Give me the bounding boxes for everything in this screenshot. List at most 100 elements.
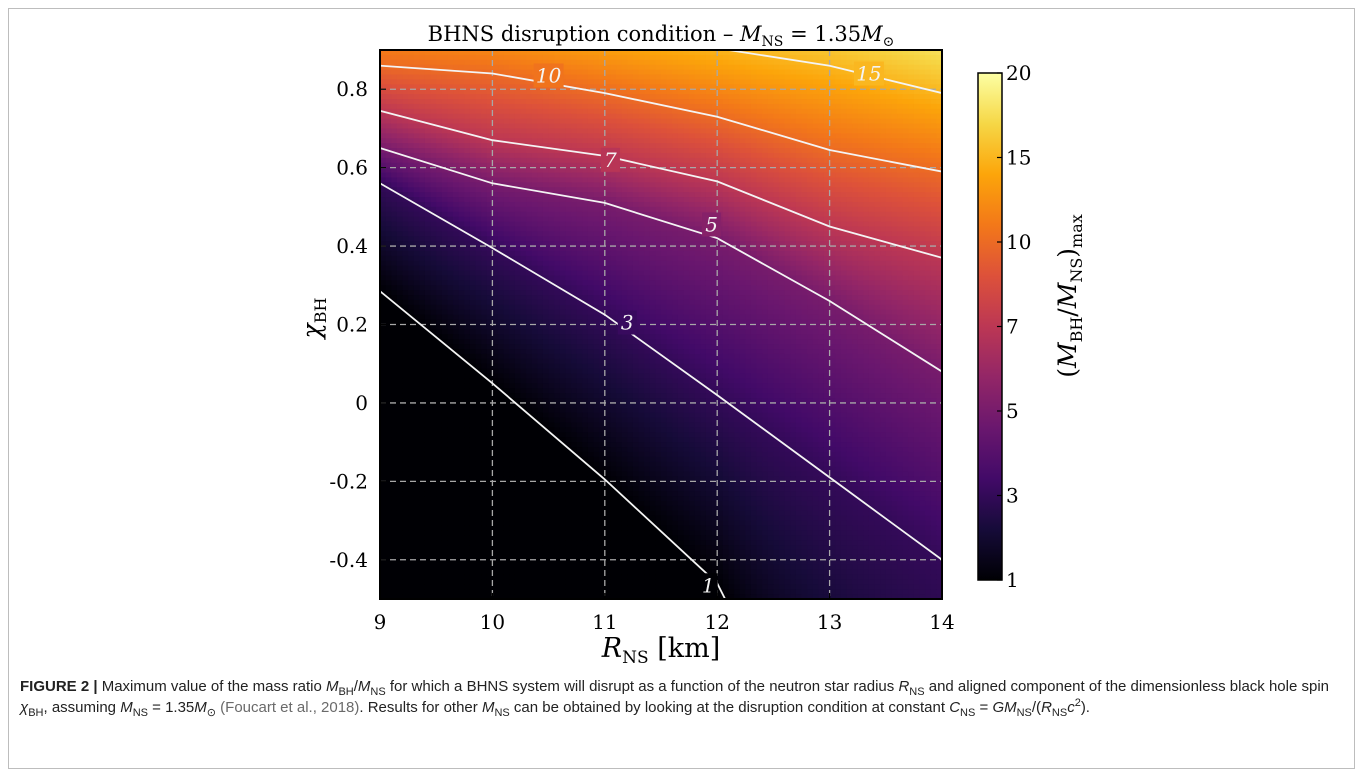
- heatmap-cell: [396, 373, 404, 380]
- heatmap-cell: [548, 314, 555, 321]
- heatmap-cell: [582, 476, 589, 482]
- heatmap-cell: [469, 471, 477, 478]
- heatmap-cell: [548, 177, 555, 183]
- heatmap-cell: [514, 192, 522, 198]
- heatmap-cell: [430, 515, 437, 522]
- heatmap-cell: [537, 148, 544, 154]
- heatmap-cell: [413, 549, 420, 556]
- heatmap-cell: [548, 461, 555, 468]
- heatmap-cell: [559, 535, 567, 541]
- heatmap-cell: [391, 236, 398, 242]
- heatmap-cell: [537, 393, 544, 399]
- heatmap-cell: [571, 201, 578, 208]
- heatmap-cell: [520, 349, 527, 355]
- heatmap-cell: [464, 515, 471, 522]
- heatmap-cell: [391, 79, 398, 85]
- heatmap-cell: [565, 319, 572, 326]
- heatmap-cell: [582, 280, 589, 286]
- heatmap-cell: [576, 545, 583, 551]
- heatmap-cell: [424, 496, 432, 502]
- heatmap-cell: [599, 447, 606, 453]
- heatmap-cell: [604, 187, 612, 193]
- heatmap-cell: [481, 103, 488, 110]
- heatmap-cell: [621, 275, 628, 281]
- heatmap-cell: [559, 554, 567, 561]
- heatmap-cell: [419, 250, 426, 257]
- heatmap-cell: [402, 496, 409, 502]
- heatmap-cell: [408, 535, 415, 541]
- heatmap-cell: [593, 554, 600, 561]
- heatmap-cell: [509, 476, 516, 482]
- heatmap-cell: [599, 285, 606, 291]
- heatmap-cell: [520, 299, 527, 306]
- heatmap-cell: [520, 314, 527, 321]
- heatmap-cell: [548, 373, 555, 380]
- heatmap-cell: [402, 74, 409, 81]
- heatmap-cell: [582, 128, 589, 134]
- heatmap-cell: [542, 89, 550, 95]
- heatmap-cell: [604, 182, 612, 188]
- heatmap-cell: [408, 456, 415, 463]
- heatmap-cell: [380, 152, 387, 159]
- heatmap-cell: [430, 270, 437, 277]
- heatmap-cell: [413, 358, 420, 365]
- heatmap-cell: [542, 334, 550, 340]
- heatmap-cell: [576, 172, 583, 179]
- heatmap-cell: [424, 265, 432, 272]
- heatmap-cell: [458, 103, 465, 110]
- heatmap-cell: [537, 525, 544, 531]
- heatmap-cell: [593, 525, 600, 531]
- heatmap-cell: [469, 505, 477, 512]
- heatmap-cell: [542, 54, 550, 61]
- heatmap-cell: [453, 309, 460, 316]
- heatmap-cell: [503, 221, 510, 228]
- heatmap-cell: [514, 383, 522, 389]
- heatmap-cell: [542, 520, 550, 527]
- heatmap-cell: [582, 505, 589, 512]
- heatmap-cell: [441, 275, 449, 281]
- heatmap-cell: [616, 128, 623, 134]
- heatmap-cell: [396, 398, 404, 404]
- heatmap-cell: [486, 530, 493, 536]
- heatmap-cell: [565, 491, 572, 497]
- heatmap-cell: [447, 206, 454, 213]
- heatmap-cell: [621, 559, 628, 566]
- heatmap-cell: [419, 368, 426, 375]
- heatmap-cell: [408, 466, 415, 473]
- heatmap-cell: [430, 143, 437, 149]
- heatmap-cell: [627, 123, 634, 130]
- heatmap-cell: [587, 103, 595, 110]
- heatmap-cell: [396, 549, 404, 556]
- heatmap-cell: [554, 456, 561, 463]
- heatmap-cell: [475, 549, 482, 556]
- heatmap-cell: [509, 290, 516, 296]
- heatmap-cell: [526, 99, 533, 105]
- heatmap-cell: [498, 319, 505, 326]
- heatmap-cell: [542, 304, 550, 311]
- heatmap-cell: [458, 486, 465, 492]
- heatmap-cell: [554, 157, 561, 164]
- heatmap-cell: [509, 520, 516, 527]
- heatmap-cell: [430, 456, 437, 463]
- heatmap-cell: [509, 451, 516, 458]
- heatmap-cell: [503, 226, 510, 232]
- heatmap-cell: [571, 295, 578, 301]
- heatmap-cell: [576, 447, 583, 453]
- heatmap-cell: [424, 412, 432, 419]
- heatmap-cell: [492, 211, 499, 218]
- heatmap-cell: [458, 353, 465, 360]
- heatmap-cell: [503, 324, 510, 330]
- heatmap-cell: [559, 275, 567, 281]
- heatmap-cell: [413, 564, 420, 571]
- heatmap-cell: [531, 432, 538, 438]
- heatmap-cell: [571, 113, 578, 120]
- heatmap-cell: [447, 54, 454, 61]
- heatmap-cell: [475, 89, 482, 95]
- heatmap-cell: [486, 133, 493, 139]
- heatmap-cell: [610, 363, 617, 370]
- heatmap-cell: [554, 383, 561, 389]
- heatmap-cell: [503, 128, 510, 134]
- heatmap-cell: [391, 510, 398, 517]
- heatmap-cell: [554, 280, 561, 286]
- heatmap-cell: [554, 241, 561, 247]
